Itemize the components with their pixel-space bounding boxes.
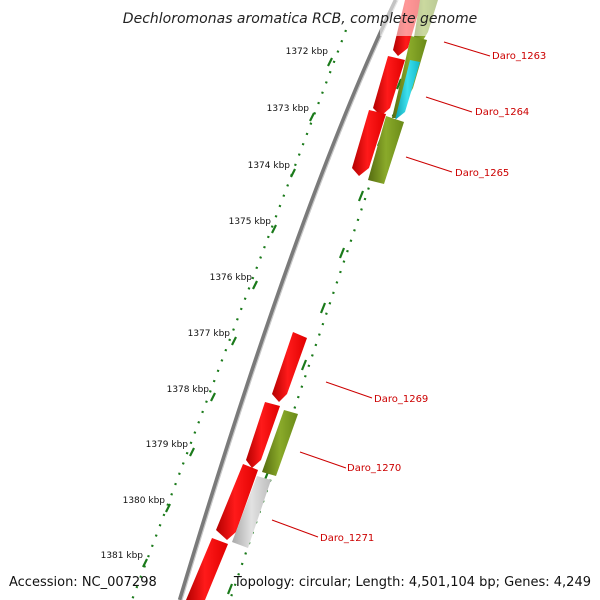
kbp-label: 1379 kbp [146,440,189,450]
gene-reverse-cyan[interactable] [395,60,420,120]
genome-summary-text: Topology: circular; Length: 4,501,104 bp… [233,575,591,590]
reverse-strand-genes [232,0,438,548]
gene-pseudo[interactable] [232,476,271,548]
gene-forward[interactable] [373,56,405,116]
inner-ruler-ticks [142,57,333,568]
gene-reverse[interactable] [262,410,298,476]
kbp-labels: 1372 kbp 1373 kbp 1374 kbp 1375 kbp 1376… [101,47,329,561]
title-fade [380,0,460,36]
kbp-label: 1377 kbp [188,329,231,339]
inner-ruler-track [130,29,348,600]
kbp-label: 1381 kbp [101,551,144,561]
forward-strand-genes [186,0,422,600]
kbp-label: 1374 kbp [248,161,291,171]
gene-label[interactable]: Daro_1263 [492,51,546,62]
gene-label[interactable]: Daro_1265 [455,168,509,179]
page-title: Dechloromonas aromatica RCB, complete ge… [123,11,477,27]
gene-forward[interactable] [246,402,280,468]
gene-reverse[interactable] [368,116,404,184]
gene-forward[interactable] [352,110,386,176]
gene-label[interactable]: Daro_1271 [320,533,374,544]
gene-label-leaders [271,41,491,538]
kbp-label: 1372 kbp [286,47,329,57]
accession-text: Accession: NC_007298 [9,575,157,590]
genome-backbone-highlight [181,0,399,600]
gene-forward[interactable] [186,538,228,600]
kbp-label: 1380 kbp [123,496,166,506]
gene-forward[interactable] [216,464,258,540]
kbp-label: 1378 kbp [167,385,210,395]
gene-forward[interactable] [272,332,307,402]
kbp-label: 1376 kbp [210,273,253,283]
gene-label[interactable]: Daro_1270 [347,463,401,474]
gene-labels: Daro_1263 Daro_1264 Daro_1265 Daro_1269 … [320,51,546,544]
kbp-label: 1375 kbp [229,217,272,227]
gene-label[interactable]: Daro_1264 [475,107,529,118]
gene-label[interactable]: Daro_1269 [374,394,428,405]
genome-backbone [177,0,399,600]
kbp-label: 1373 kbp [267,104,310,114]
